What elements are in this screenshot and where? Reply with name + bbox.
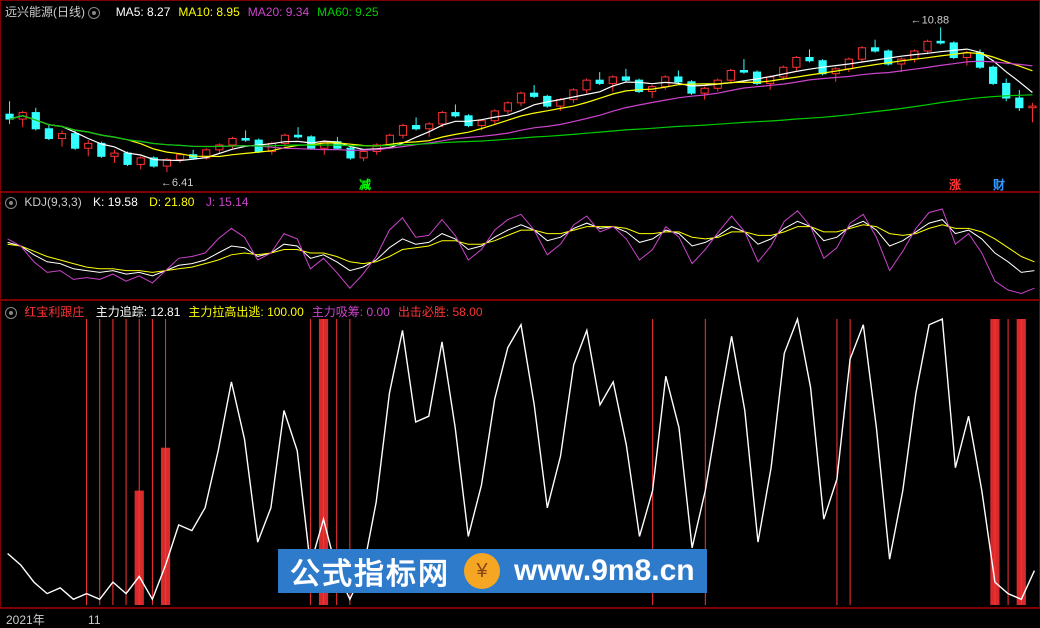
svg-text:财: 财: [992, 177, 1005, 192]
watermark-text: 公式指标网: [290, 549, 450, 593]
indicator-value: 主力拉高出逃: 100.00: [188, 303, 303, 320]
svg-text:←6.41: ←6.41: [161, 177, 193, 189]
kdj-chart[interactable]: [1, 193, 1040, 301]
kdj-panel[interactable]: KDJ(9,3,3) K: 19.58 D: 21.80 J: 15.14: [0, 192, 1040, 300]
watermark-banner: 公式指标网 ¥ www.9m8.cn: [278, 549, 707, 593]
indicator-value: 出击必胜: 58.00: [398, 303, 483, 320]
kdj-k-value: K: 19.58: [93, 195, 138, 209]
ma-value: MA5: 8.27: [116, 5, 171, 19]
kdj-header: KDJ(9,3,3) K: 19.58 D: 21.80 J: 15.14: [5, 195, 257, 209]
indicator-value: 主力追踪: 12.81: [96, 303, 181, 320]
eye-icon[interactable]: [88, 7, 100, 19]
ma-value: MA10: 8.95: [178, 5, 239, 19]
kdj-j-value: J: 15.14: [206, 195, 249, 209]
time-axis: 2021年 11: [0, 608, 1040, 626]
svg-text:←10.88: ←10.88: [911, 14, 950, 26]
indicator-value: 主力吸筹: 0.00: [312, 303, 390, 320]
watermark-url: www.9m8.cn: [514, 554, 695, 588]
price-header: 远兴能源(日线) MA5: 8.27 MA10: 8.95 MA20: 9.34 MA…: [5, 3, 395, 20]
watermark-logo-icon: ¥: [464, 553, 500, 589]
axis-tick: 11: [88, 613, 100, 627]
ma-value: MA20: 9.34: [248, 5, 309, 19]
price-panel[interactable]: 远兴能源(日线) MA5: 8.27 MA10: 8.95 MA20: 9.34 MA…: [0, 0, 1040, 192]
indicator-header: 红宝利跟庄 主力追踪: 12.81 主力拉高出逃: 100.00 主力吸筹: 0.0…: [5, 303, 491, 320]
eye-icon[interactable]: [5, 307, 17, 319]
indicator-label: 红宝利跟庄: [24, 303, 84, 320]
stock-title: 远兴能源(日线): [5, 5, 85, 19]
ma-value: MA60: 9.25: [317, 5, 378, 19]
kdj-d-value: D: 21.80: [149, 195, 194, 209]
svg-text:减: 减: [359, 177, 371, 192]
kdj-label: KDJ(9,3,3): [24, 195, 81, 209]
price-chart[interactable]: ←10.88 ←6.41 减 涨 财: [1, 1, 1040, 193]
svg-text:涨: 涨: [949, 177, 961, 192]
axis-tick: 2021年: [6, 611, 45, 628]
eye-icon[interactable]: [5, 197, 17, 209]
